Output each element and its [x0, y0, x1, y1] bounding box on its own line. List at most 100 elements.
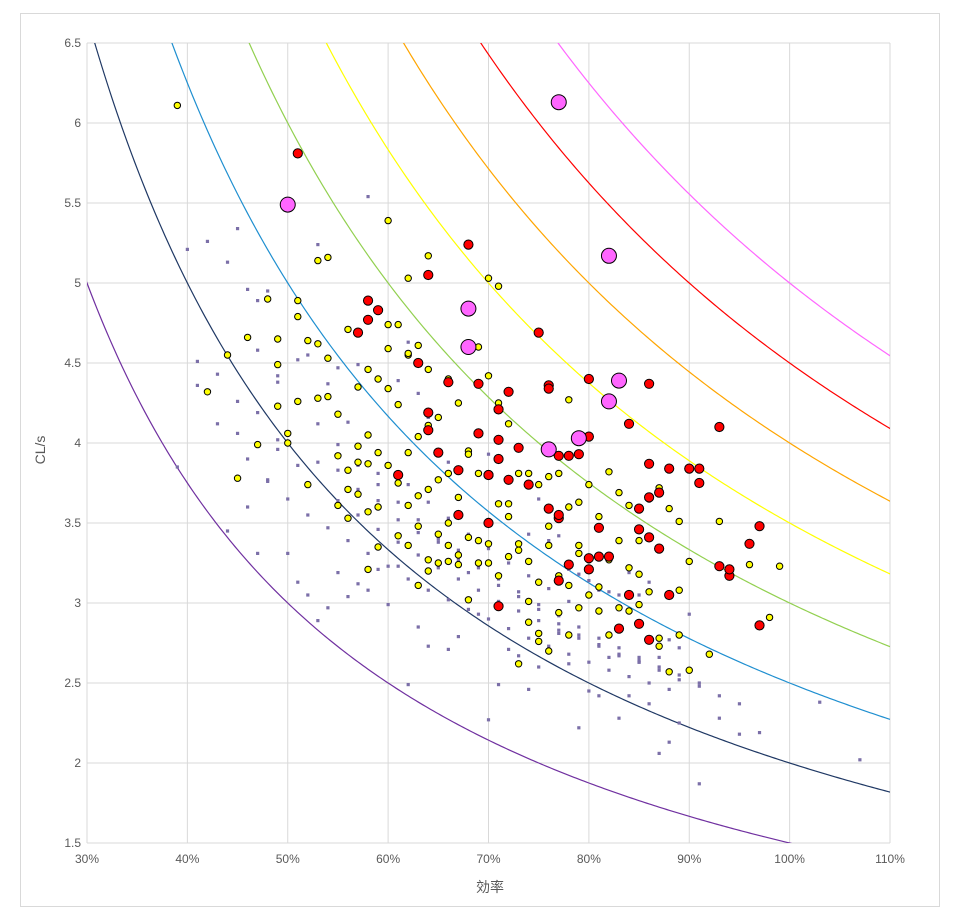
small-data-point: [537, 665, 541, 669]
small-data-point: [235, 399, 240, 403]
yellow-data-point: [565, 581, 573, 590]
yellow-data-point: [645, 588, 653, 596]
small-data-point: [256, 348, 260, 352]
y-tick-label: 6: [74, 116, 81, 130]
yellow-data-point: [504, 512, 513, 521]
small-data-point: [276, 380, 280, 384]
small-data-point: [396, 518, 400, 522]
yellow-data-point: [444, 557, 453, 566]
small-data-point: [557, 631, 561, 635]
red-data-point: [553, 575, 564, 586]
x-tick-label: 30%: [75, 852, 99, 866]
yellow-data-point: [394, 400, 402, 409]
red-data-point: [583, 373, 594, 385]
small-data-point: [416, 553, 420, 557]
red-data-point: [423, 425, 434, 436]
red-data-point: [644, 458, 655, 469]
yellow-data-point: [655, 642, 663, 650]
red-data-point: [633, 524, 645, 535]
small-data-point: [496, 683, 501, 687]
small-data-point: [517, 590, 521, 594]
yellow-data-point: [635, 570, 643, 578]
small-data-point: [235, 227, 240, 231]
red-data-point: [553, 509, 564, 521]
small-data-point: [225, 529, 230, 533]
small-data-point: [426, 588, 430, 592]
small-data-point: [587, 660, 591, 664]
yellow-data-point: [294, 312, 302, 321]
yellow-data-point: [374, 448, 382, 457]
yellow-data-point: [625, 564, 633, 572]
pink-data-point: [460, 300, 477, 317]
yellow-data-point: [464, 596, 473, 604]
yellow-data-point: [374, 375, 382, 383]
yellow-data-point: [294, 397, 302, 406]
red-data-point: [714, 421, 725, 433]
red-data-point: [744, 538, 755, 549]
small-data-point: [667, 638, 671, 642]
pink-data-point: [570, 430, 587, 447]
small-data-point: [537, 619, 541, 623]
y-tick-label: 4: [74, 436, 81, 450]
red-data-point: [553, 450, 564, 461]
red-data-point: [754, 521, 765, 532]
small-data-point: [717, 694, 721, 698]
small-data-point: [818, 700, 822, 704]
yellow-data-point: [324, 253, 332, 262]
small-data-point: [215, 422, 220, 426]
yellow-data-point: [484, 274, 493, 282]
small-data-point: [306, 593, 310, 597]
yellow-data-point: [284, 439, 292, 447]
small-data-point: [356, 363, 360, 367]
yellow-data-point: [454, 551, 463, 559]
yellow-data-point: [314, 256, 322, 265]
small-data-point: [356, 487, 360, 491]
small-data-point: [446, 460, 450, 464]
red-data-point: [362, 314, 374, 325]
yellow-data-point: [514, 469, 523, 478]
yellow-data-point: [384, 384, 392, 393]
red-data-point: [543, 503, 554, 514]
data-points: [173, 94, 862, 786]
yellow-data-point: [685, 666, 693, 674]
yellow-data-point: [675, 517, 683, 526]
yellow-data-point: [605, 468, 613, 476]
small-data-point: [737, 702, 742, 706]
y-tick-label: 4.5: [64, 356, 81, 370]
red-data-point: [593, 522, 605, 533]
small-data-point: [496, 583, 501, 587]
red-data-point: [694, 463, 705, 474]
yellow-data-point: [203, 388, 212, 396]
yellow-data-point: [575, 498, 583, 506]
red-data-point: [664, 463, 675, 474]
yellow-data-point: [314, 340, 322, 348]
yellow-data-point: [555, 608, 563, 617]
yellow-data-point: [324, 392, 332, 401]
yellow-data-point: [625, 501, 633, 510]
yellow-data-point: [655, 634, 663, 642]
red-data-point: [493, 453, 504, 465]
small-data-point: [647, 702, 651, 706]
red-data-point: [473, 428, 484, 439]
yellow-data-point: [545, 522, 553, 530]
yellow-data-point: [344, 466, 352, 474]
yellow-data-point: [504, 420, 513, 428]
yellow-data-point: [334, 410, 342, 418]
small-data-point: [697, 684, 701, 688]
red-data-point: [413, 357, 424, 369]
small-data-point: [336, 366, 340, 370]
small-data-point: [456, 635, 460, 639]
yellow-data-point: [434, 476, 443, 484]
small-data-point: [687, 612, 691, 616]
red-data-point: [563, 450, 574, 461]
small-data-point: [456, 548, 460, 552]
yellow-data-point: [534, 629, 543, 638]
y-tick-label: 5: [74, 276, 81, 290]
red-data-point: [724, 564, 735, 575]
yellow-data-point: [585, 480, 593, 489]
small-data-point: [697, 681, 701, 685]
x-tick-label: 60%: [376, 852, 400, 866]
small-data-point: [276, 447, 280, 451]
small-data-point: [316, 243, 320, 247]
pink-data-point: [610, 372, 627, 389]
